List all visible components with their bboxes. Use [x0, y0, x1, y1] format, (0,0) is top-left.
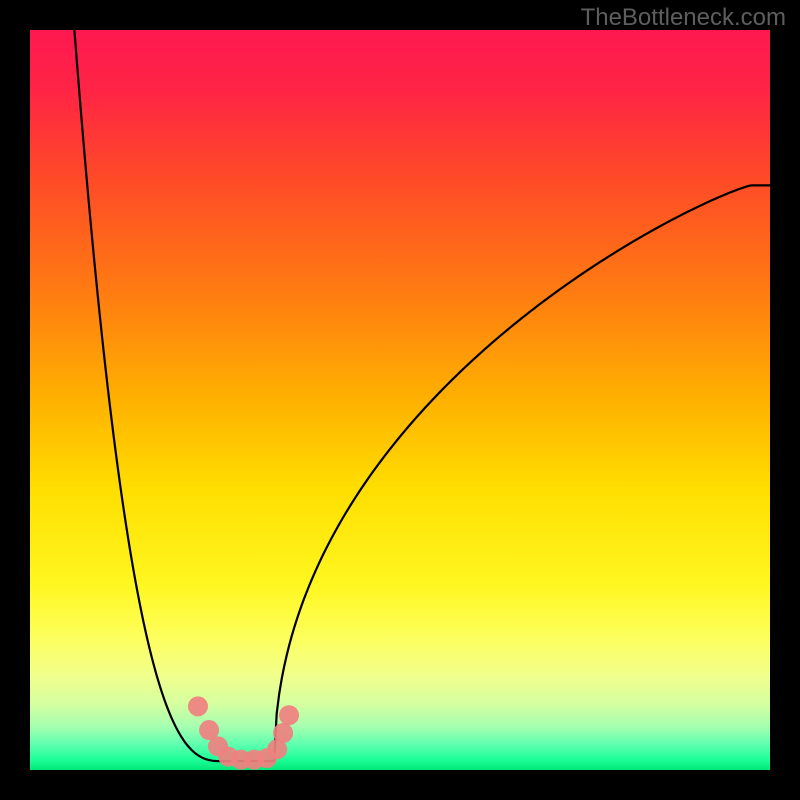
- curve-marker: [273, 723, 293, 743]
- curve-marker: [279, 705, 299, 725]
- chart-svg: [30, 30, 770, 770]
- watermark-text: TheBottleneck.com: [581, 4, 786, 32]
- curve-marker: [188, 696, 208, 716]
- chart-plot-area: [30, 30, 770, 770]
- bottleneck-curve: [74, 30, 770, 761]
